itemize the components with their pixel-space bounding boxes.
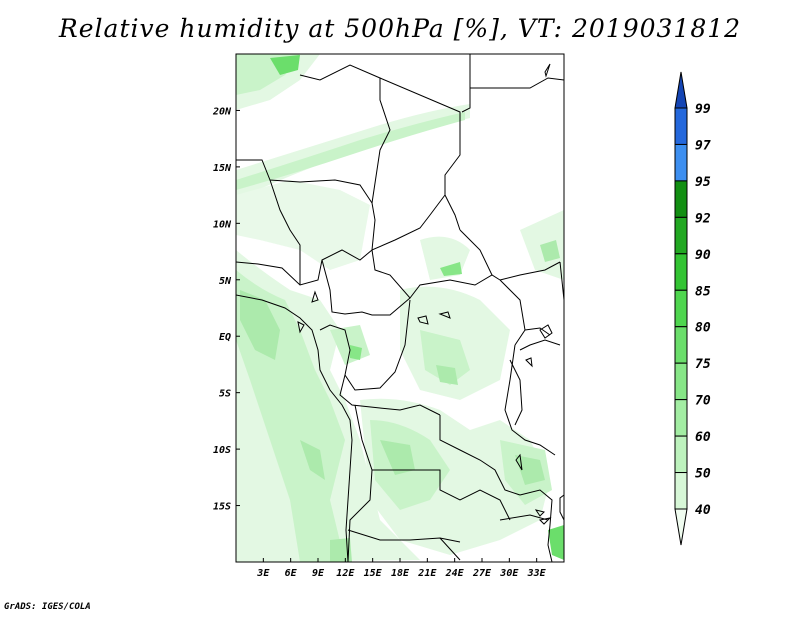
lat-tick-label: EQ [219,332,231,343]
colorbar-label: 70 [695,394,711,409]
colorbar-swatch [674,107,688,145]
colorbar-label: 50 [695,467,711,482]
colorbar-swatch [674,472,688,510]
country-borders [236,54,564,562]
lat-tick-label: 15S [213,502,231,513]
lat-tick-label: 15N [213,163,232,174]
colorbar-swatch [674,326,688,364]
lon-tick-label: 3E [256,568,270,579]
lat-tick-label: 5S [219,389,231,400]
lon-tick-label: 15E [364,568,383,579]
lat-tick-label: 10N [213,219,232,230]
colorbar-label: 40 [695,503,711,518]
colorbar-swatch [674,399,688,437]
lon-tick-label: 18E [391,568,410,579]
colorbar-swatch [674,143,688,182]
colorbar-label: 80 [695,321,711,336]
colorbar-label: 90 [695,248,711,263]
lat-tick-label: 10S [213,445,231,456]
grads-credit: GrADS: IGES/COLA [4,602,91,612]
colorbar-swatch [674,253,688,291]
colorbar-label: 95 [695,175,711,190]
colorbar-swatch [674,362,688,401]
colorbar-label: 97 [695,138,711,153]
colorbar-top-arrow [674,71,688,109]
colorbar-swatch [674,435,688,474]
colorbar-swatch [674,216,688,255]
colorbar-label: 75 [695,357,711,372]
lon-tick-label: 6E [285,568,298,579]
lat-tick-label: 5N [219,276,232,287]
colorbar: 99 97 95 92 90 85 80 75 70 60 50 40 [674,71,711,546]
lon-tick-label: 27E [472,568,492,579]
lon-tick-label: 21E [417,568,437,579]
lat-tick-label: 20N [212,106,232,117]
colorbar-label: 85 [695,284,711,299]
lon-tick-label: 9E [312,568,325,579]
colorbar-label: 92 [695,211,711,226]
axis-ticks: 3E 6E 9E 12E 15E 18E 21E 24E 27E 30E 33E 20N 15N 10N 5… [212,106,547,579]
lon-tick-label: 33E [527,568,547,579]
colorbar-label: 99 [695,102,711,117]
lon-tick-label: 30E [499,568,519,579]
colorbar-swatch [674,289,688,328]
map-title: Relative humidity at 500hPa [%], VT: 201… [58,14,742,43]
colorbar-bottom-arrow [674,508,688,546]
lon-tick-label: 12E [336,568,355,579]
colorbar-swatch [674,180,688,218]
humidity-shading [236,54,564,562]
colorbar-label: 60 [695,430,711,445]
lon-tick-label: 24E [445,568,465,579]
